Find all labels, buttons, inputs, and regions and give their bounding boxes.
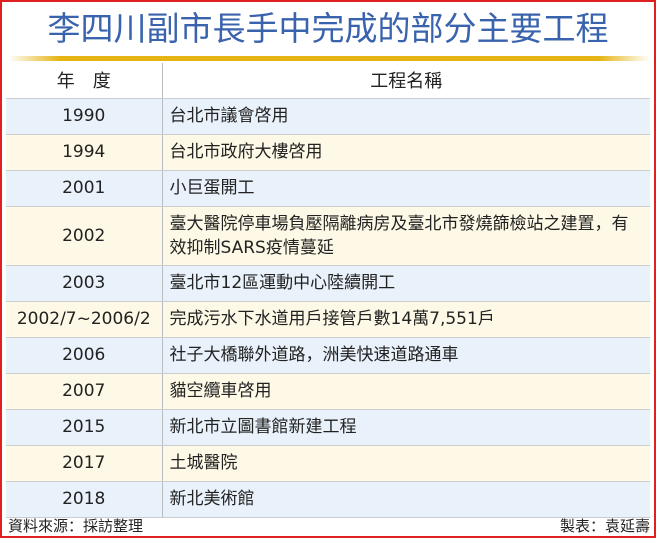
table-header-row: 年 度 工程名稱 (6, 63, 650, 99)
table-row: 2002/7~2006/2 完成污水下水道用戶接管戶數14萬7,551戶 (6, 301, 650, 338)
header-project: 工程名稱 (162, 63, 650, 99)
project-cell: 社子大橋聯外道路，洲美快速道路通車 (162, 337, 650, 374)
credit-note: 製表：袁延壽 (559, 517, 650, 535)
header-year: 年 度 (6, 63, 163, 99)
year-cell: 2017 (6, 445, 163, 482)
year-cell: 1990 (6, 98, 163, 135)
footer: 資料來源：採訪整理 製表：袁延壽 (8, 515, 650, 536)
table-row: 2003 臺北市12區運動中心陸續開工 (6, 265, 650, 302)
table-row: 1990 台北市議會啓用 (6, 98, 650, 135)
project-cell: 新北市立圖書館新建工程 (162, 409, 650, 446)
project-cell: 臺大醫院停車場負壓隔離病房及臺北市發燒篩檢站之建置，有效抑制SARS疫情蔓延 (162, 206, 650, 266)
project-cell: 貓空纜車啓用 (162, 373, 650, 410)
year-cell: 2006 (6, 337, 163, 374)
title-divider (8, 56, 650, 61)
project-cell: 臺北市12區運動中心陸續開工 (162, 265, 650, 302)
project-cell: 台北市議會啓用 (162, 98, 650, 135)
year-cell: 1994 (6, 134, 163, 171)
project-cell: 小巨蛋開工 (162, 170, 650, 207)
year-cell: 2018 (6, 481, 163, 518)
table-row: 2018 新北美術館 (6, 481, 650, 518)
table-row: 2015 新北市立圖書館新建工程 (6, 409, 650, 446)
table-row: 1994 台北市政府大樓啓用 (6, 134, 650, 171)
table-row: 2001 小巨蛋開工 (6, 170, 650, 207)
year-cell: 2002/7~2006/2 (6, 301, 163, 338)
year-cell: 2003 (6, 265, 163, 302)
year-cell: 2015 (6, 409, 163, 446)
project-cell: 完成污水下水道用戶接管戶數14萬7,551戶 (162, 301, 650, 338)
table-row: 2007 貓空纜車啓用 (6, 373, 650, 410)
year-cell: 2007 (6, 373, 163, 410)
table-row: 2017 土城醫院 (6, 445, 650, 482)
source-note: 資料來源：採訪整理 (8, 517, 144, 535)
project-cell: 台北市政府大樓啓用 (162, 134, 650, 171)
table-row: 2006 社子大橋聯外道路，洲美快速道路通車 (6, 337, 650, 374)
table-row: 2002 臺大醫院停車場負壓隔離病房及臺北市發燒篩檢站之建置，有效抑制SARS疫情… (6, 206, 650, 266)
year-cell: 2002 (6, 206, 163, 266)
project-cell: 土城醫院 (162, 445, 650, 482)
project-cell: 新北美術館 (162, 481, 650, 518)
projects-table: 年 度 工程名稱 1990 台北市議會啓用 1994 台北市政府大樓啓用 2001 小巨蛋… (6, 63, 650, 518)
year-cell: 2001 (6, 170, 163, 207)
page-title: 李四川副市長手中完成的部分主要工程 (47, 9, 609, 48)
